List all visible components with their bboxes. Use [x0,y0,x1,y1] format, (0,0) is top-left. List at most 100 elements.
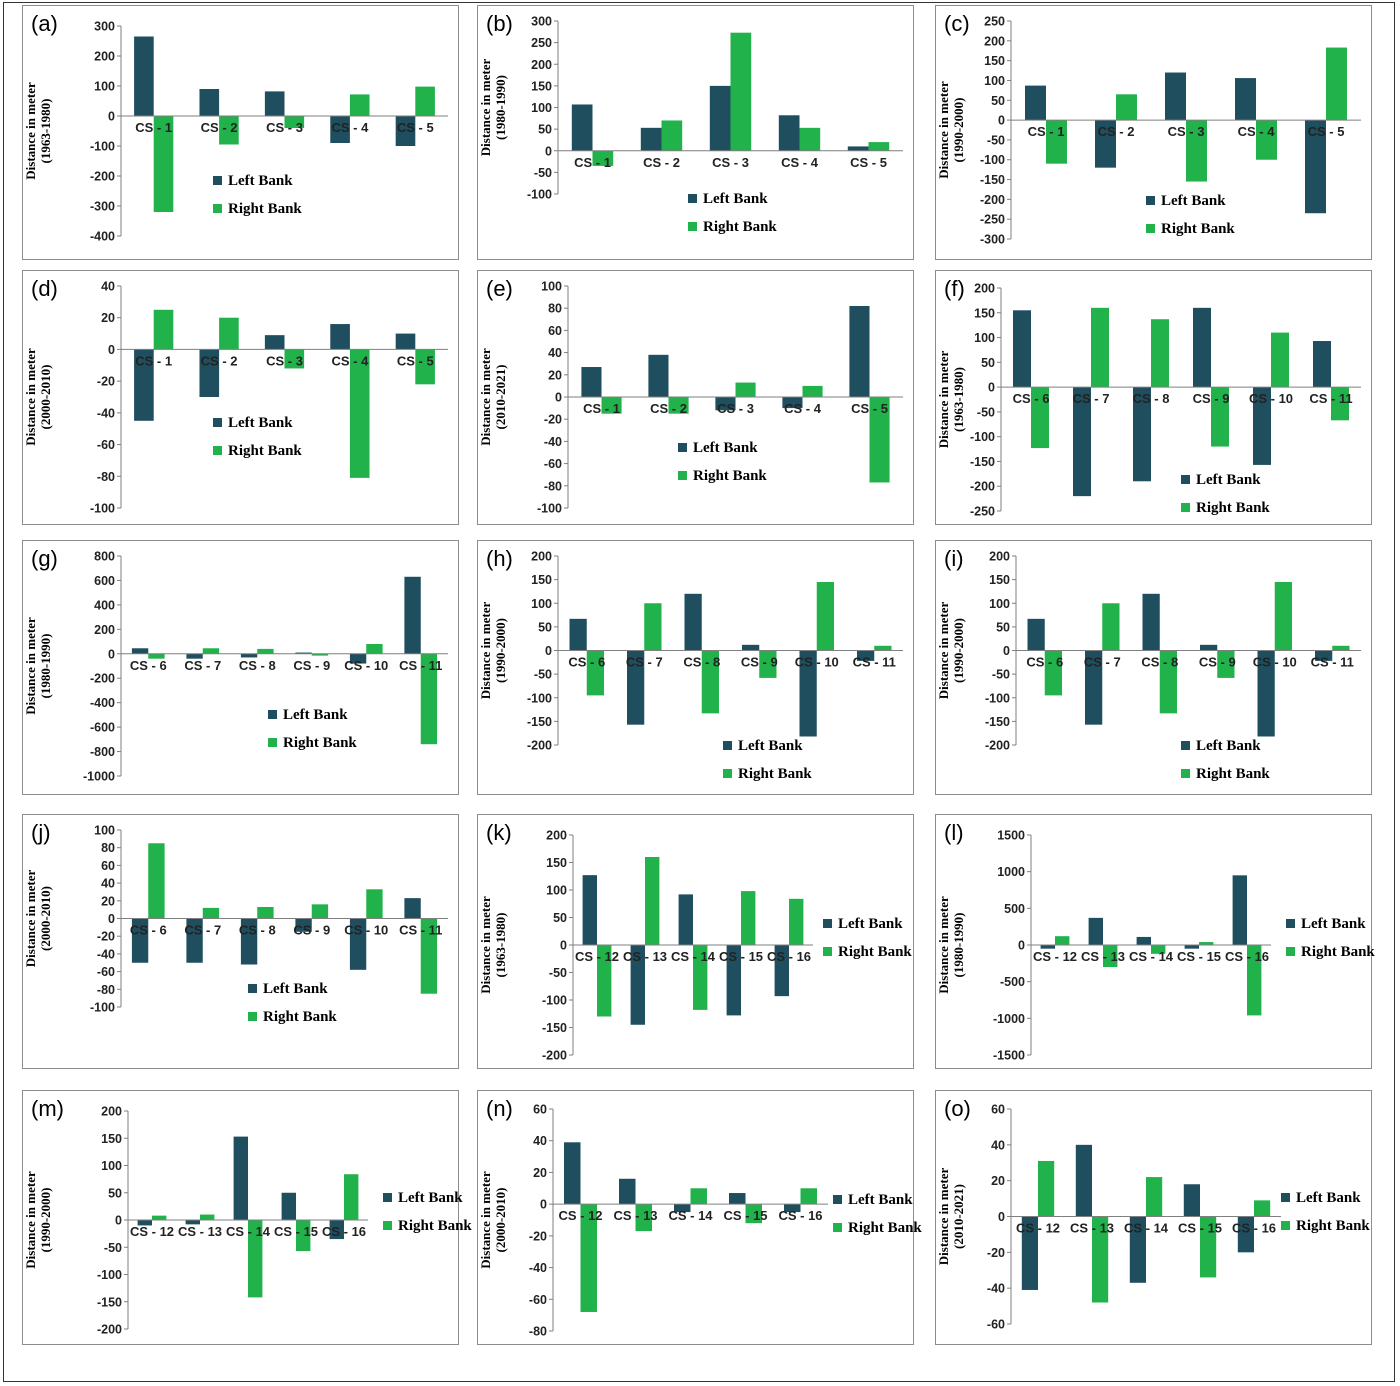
y-tick-label: 50 [538,123,552,137]
left-bank-bar [329,1220,344,1240]
category-label: CS - 4 [331,120,369,135]
legend-swatch-right-bank [688,222,697,231]
y-tick-label: -200 [985,739,1010,753]
legend-label: Right Bank [848,1220,922,1236]
legend-label: Right Bank [1301,944,1375,960]
chart-svg: (f) Distance in meter (1963-1980) 200 150 100… [936,276,1361,519]
panel-label: (m) [31,1096,64,1121]
right-bank-bar [202,648,220,654]
y-tick-label: 20 [533,1166,547,1180]
category-label: CS - 6 [1013,391,1050,406]
category-label: CS - 12 [558,1208,602,1223]
category-label: CS - 9 [293,923,330,938]
y-tick-label: -100 [970,430,995,444]
y-tick-label: -500 [1000,975,1025,989]
left-bank-bar [1257,650,1275,737]
y-tick-label: 60 [548,324,562,338]
left-bank-bar [627,650,645,725]
y-tick-label: -150 [527,715,552,729]
chart-panel: (m) Distance in meter (1990-2000) 200 150 100… [22,1090,472,1345]
left-bank-bar [1088,917,1103,945]
y-tick-label: -1000 [993,1012,1025,1026]
left-bank-bar [240,653,258,658]
category-label: CS - 3 [266,120,303,135]
category-label: CS - 11 [1311,655,1354,670]
chart-svg: (g) Distance in meter (1980-1990) 800 600 400… [23,546,448,784]
y-axis-title: (1980-1990) [493,75,508,140]
category-label: CS - 12 [130,1224,174,1239]
category-label: CS - 13 [623,949,667,964]
legend-label: Right Bank [1296,1218,1370,1234]
chart-panel: (a) Distance in meter (1963-1980) 300 200 100… [22,5,459,260]
right-bank-bar [1331,387,1349,421]
panel-label: (g) [31,546,58,571]
chart-svg: (i) Distance in meter (1990-2000) 200 150 100… [936,546,1361,782]
left-bank-bar [404,898,421,919]
legend-label: Left Bank [1161,193,1226,209]
right-bank-bar [420,918,438,994]
y-tick-label: -250 [970,505,995,519]
panel-label: (h) [486,546,513,571]
y-axis-title: Distance in meter [23,82,38,180]
legend-label: Left Bank [1296,1190,1361,1206]
y-tick-label: 0 [108,110,115,124]
y-tick-label: 100 [974,331,995,345]
y-axis-title: (2000-2010) [38,365,53,430]
right-bank-bar [730,32,752,151]
left-bank-bar [131,918,149,963]
y-tick-label: 200 [989,550,1010,564]
legend-swatch-right-bank [723,769,732,778]
right-bank-bar [1031,387,1049,449]
y-tick-label: -300 [90,200,115,214]
y-tick-label: 100 [546,884,567,898]
left-bank-bar [1315,650,1333,661]
y-tick-label: -200 [97,1323,122,1337]
category-label: CS - 8 [1133,391,1170,406]
panel-label: (j) [31,820,51,845]
legend-swatch-left-bank [833,1195,842,1204]
panel-label: (o) [944,1096,971,1121]
y-tick-label: -100 [542,994,567,1008]
chart-svg: (l) Distance in meter (1980-1990) 1500 1000 5… [936,820,1375,1063]
category-label: CS - 11 [399,658,442,673]
y-tick-label: 50 [996,620,1010,634]
category-label: CS - 14 [1124,1221,1169,1236]
left-bank-bar [1129,1216,1146,1283]
panel-label: (b) [486,11,513,36]
y-tick-label: -100 [90,1001,115,1015]
left-bank-bar [1027,618,1045,651]
legend-label: Left Bank [738,738,803,754]
right-bank-bar [1217,650,1235,678]
category-label: CS - 8 [239,923,276,938]
legend-label: Left Bank [398,1190,463,1206]
left-bank-bar [395,116,416,146]
category-label: CS - 13 [613,1208,657,1223]
right-bank-bar [816,581,834,651]
y-tick-label: 150 [974,306,995,320]
category-label: CS - 10 [1253,655,1297,670]
category-label: CS - 6 [130,658,167,673]
left-bank-bar [857,650,875,661]
y-tick-label: 250 [531,36,552,50]
right-bank-bar [668,397,689,414]
category-label: CS - 16 [1232,1221,1276,1236]
category-label: CS - 15 [274,1224,318,1239]
legend-swatch-right-bank [1281,1221,1290,1230]
right-bank-bar [690,1188,707,1205]
y-tick-label: 0 [540,1198,547,1212]
y-axis-title: (2010-2021) [951,1184,966,1249]
left-bank-bar [1025,85,1046,121]
right-bank-bar [148,843,165,919]
left-bank-bar [295,652,312,654]
y-axis-title: Distance in meter [936,896,951,994]
left-bank-bar [1193,307,1211,388]
y-tick-label: -100 [985,691,1010,705]
category-label: CS - 14 [226,1224,271,1239]
right-bank-bar [284,349,305,369]
legend-label: Left Bank [283,707,348,723]
y-tick-label: -100 [527,691,552,705]
right-bank-bar [296,1220,311,1252]
category-label: CS - 5 [1308,124,1345,139]
category-label: CS - 7 [184,923,221,938]
legend-swatch-right-bank [833,1223,842,1232]
